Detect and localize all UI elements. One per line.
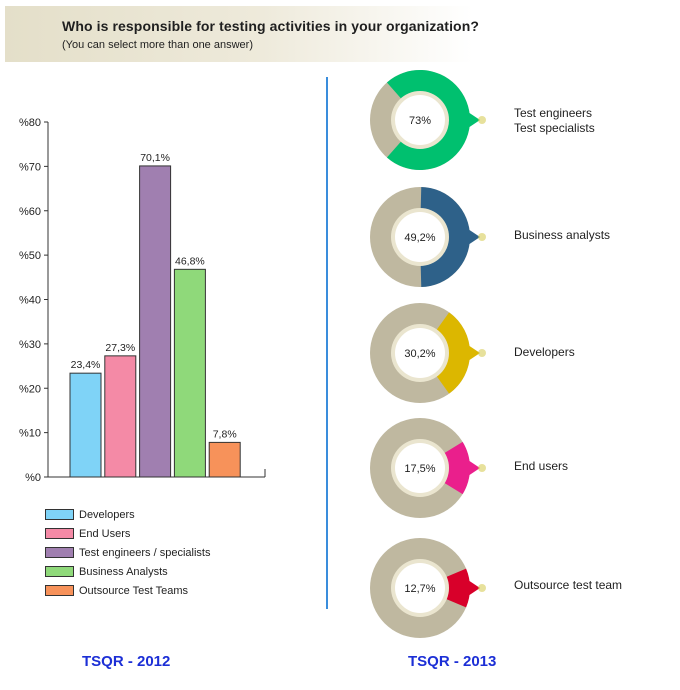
bar-chart-legend: Developers End Users Test engineers / sp…: [45, 505, 210, 600]
y-tick-label: %40: [19, 295, 41, 307]
legend-label: Developers: [79, 508, 135, 521]
bar: [139, 165, 172, 478]
bar-value-label: 7,8%: [213, 428, 237, 440]
bar: [208, 441, 241, 478]
y-tick-label: %50: [19, 250, 41, 262]
header-banner: [5, 6, 473, 62]
legend-item: Business Analysts: [45, 562, 210, 581]
donut-hole: [395, 212, 445, 262]
bar-chart-2012: %0 %10 %20 %30 %40 %50 %60 %70 %80 23,4% 27,3% 70,1…: [19, 117, 266, 484]
donut-value-label: 17,5%: [404, 463, 435, 475]
y-tick-label: %30: [19, 339, 41, 351]
bar-value-label: 70,1%: [140, 152, 170, 164]
donut-label-line: Test engineers: [514, 106, 593, 120]
y-tick-label: %80: [19, 117, 41, 129]
donut-pointer-glow: [478, 233, 486, 241]
donut-label-line: End users: [514, 459, 569, 473]
chart-divider: [326, 77, 328, 609]
donut-pointer-glow: [478, 584, 486, 592]
donut-label-outsource: Outsource test team: [514, 578, 622, 593]
donut-hole: [395, 563, 445, 613]
donut-pointer-glow: [478, 116, 486, 124]
donut-label-test-engineers: Test engineers Test specialists: [514, 106, 595, 136]
donut-hole: [395, 95, 445, 145]
legend-swatch: [45, 528, 74, 539]
legend-item: Test engineers / specialists: [45, 543, 210, 562]
bar: [69, 372, 102, 478]
bar: [104, 355, 137, 478]
bar: [173, 268, 206, 478]
donut-label-line: Outsource test team: [514, 578, 623, 592]
donut-label-line: Business analysts: [514, 228, 611, 242]
donut-label-business-analysts: Business analysts: [514, 228, 610, 243]
bar-value-label: 46,8%: [175, 255, 205, 267]
y-tick-label: %70: [19, 161, 41, 173]
chart-subtitle: (You can select more than one answer): [62, 39, 253, 51]
legend-item: Developers: [45, 505, 210, 524]
donut-hole: [395, 328, 445, 378]
donut-pointer: [468, 460, 480, 476]
legend-label: Outsource Test Teams: [79, 584, 189, 597]
donut-pointer-glow: [478, 349, 486, 357]
legend-item: Outsource Test Teams: [45, 581, 210, 600]
donut-value-label: 12,7%: [404, 583, 435, 595]
y-tick-label: %10: [19, 428, 41, 440]
legend-swatch: [45, 509, 74, 520]
donut-value-label: 73%: [409, 115, 431, 127]
bar-value-label: 27,3%: [105, 342, 135, 354]
y-tick-label: %20: [19, 383, 41, 395]
legend-swatch: [45, 566, 74, 577]
donut-pointer: [468, 345, 480, 361]
footer-label-2013: TSQR - 2013: [408, 653, 497, 670]
legend-label: Test engineers / specialists: [79, 546, 211, 559]
chart-title: Who is responsible for testing activitie…: [62, 18, 480, 34]
y-tick-label: %60: [19, 206, 41, 218]
legend-label: Business Analysts: [79, 565, 168, 578]
donut-label-line: Developers: [514, 345, 575, 359]
legend-swatch: [45, 547, 74, 558]
legend-item: End Users: [45, 524, 210, 543]
donut-pointer: [468, 112, 480, 128]
legend-label: End Users: [79, 527, 131, 540]
donut-hole: [395, 443, 445, 493]
y-tick-label: %0: [25, 472, 41, 484]
donut-value-label: 49,2%: [404, 232, 435, 244]
footer-label-2012: TSQR - 2012: [82, 653, 171, 670]
donut-value-label: 30,2%: [404, 348, 435, 360]
donut-label-developers: Developers: [514, 345, 575, 360]
legend-swatch: [45, 585, 74, 596]
donut-pointer: [468, 229, 480, 245]
donut-label-line: Test specialists: [514, 121, 595, 135]
donut-pointer-glow: [478, 464, 486, 472]
donut-label-end-users: End users: [514, 459, 568, 474]
bar-value-label: 23,4%: [71, 359, 101, 371]
donut-pointer: [468, 580, 480, 596]
